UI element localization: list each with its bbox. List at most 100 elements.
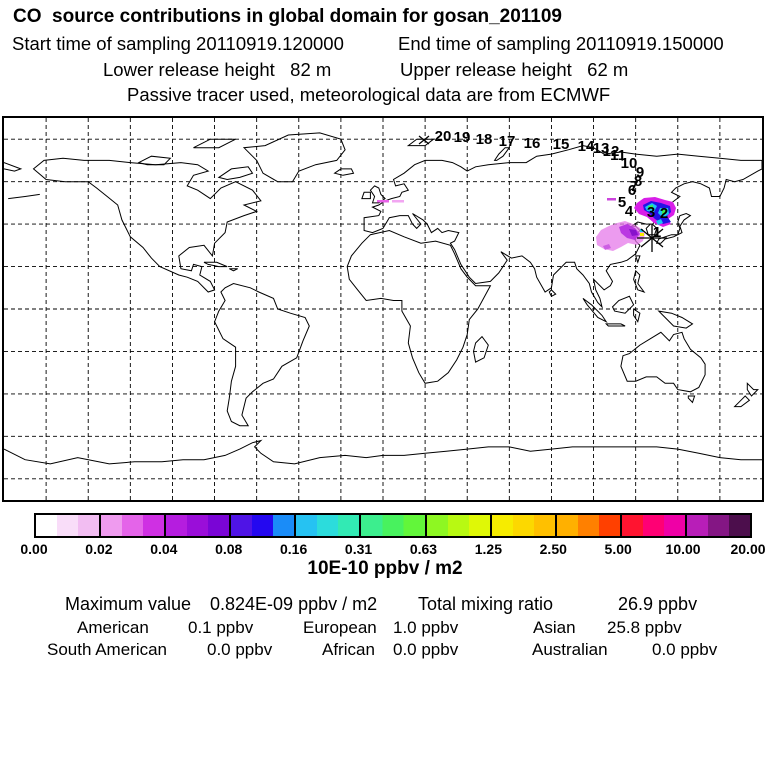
coastline: [346, 229, 492, 384]
coastline: [472, 335, 489, 363]
coastline: [242, 132, 346, 183]
trajectory-hour-label: 11: [610, 147, 626, 164]
plume-trace-europe: [377, 200, 389, 203]
region-value-european: 1.0 ppbv: [393, 618, 459, 637]
trajectory-hour-label: 10: [621, 155, 638, 172]
plume-speck-cyan: [640, 229, 643, 232]
coastline: [604, 323, 626, 327]
coastline: [217, 166, 254, 181]
coastline: [635, 255, 641, 264]
coastline: [733, 395, 751, 408]
coastline: [657, 310, 694, 329]
colorbar-tick-0.08: 0.08: [215, 541, 243, 557]
plume-trace: [607, 198, 616, 201]
coastline: [746, 382, 759, 397]
station-marker: [640, 228, 664, 248]
coastline: [32, 157, 262, 293]
colorbar-segment-2: [164, 515, 230, 536]
coastline: [333, 168, 355, 176]
colorbar-tick-0.02: 0.02: [85, 541, 113, 557]
coastline: [582, 298, 608, 323]
max-value-label: Maximum value: [65, 594, 192, 614]
plume-trace-europe: [392, 200, 404, 203]
trajectory-hour-label: 20: [435, 128, 452, 145]
region-label-south-american: South American: [47, 640, 168, 659]
coastline: [193, 138, 236, 149]
colorbar: [34, 513, 752, 538]
page-title: CO source contributions in global domain…: [13, 6, 562, 27]
colorbar-tick-1.25: 1.25: [474, 541, 502, 557]
colorbar-tick-0.04: 0.04: [150, 541, 178, 557]
trajectory-hour-label: 8: [634, 173, 642, 190]
trajectory-hour-label: 17: [499, 133, 516, 150]
coastline: [548, 289, 557, 297]
colorbar-segment-5: [359, 515, 425, 536]
trajectory-hour-label: 9: [636, 164, 644, 181]
colorbar-tick-10.00: 10.00: [665, 541, 701, 557]
colorbar-tick-0.16: 0.16: [280, 541, 308, 557]
colorbar-segment-7: [489, 515, 555, 536]
colorbar-tick-2.50: 2.50: [539, 541, 567, 557]
plume-speck-yellow: [640, 233, 644, 236]
end-time-text: End time of sampling 20110919.150000: [398, 33, 724, 54]
colorbar-tick-20.00: 20.00: [730, 541, 766, 557]
colorbar-segment-3: [229, 515, 295, 536]
trajectory-hour-label: 13: [593, 140, 610, 157]
trajectory-start-mark: [418, 135, 430, 145]
trajectory-hour-label: 16: [524, 135, 541, 152]
max-value-number: 0.824E-09 ppbv / m2: [210, 594, 378, 614]
coastline: [493, 147, 511, 161]
plume-core-deep: [629, 229, 638, 236]
trajectory-hour-label: 4: [625, 203, 634, 220]
trajectory-hour-label: 19: [454, 129, 471, 146]
coastline: [633, 308, 641, 323]
tracer-note-text: Passive tracer used, meteorological data…: [127, 84, 611, 105]
trajectory-hour-label: 3: [647, 204, 655, 221]
region-label-african: African: [322, 640, 375, 659]
world-map-panel: 20 19 18 17 16 15 14 13 12 11 10 9 8 7 6 5 4 3 2 1: [2, 116, 764, 502]
plume-cell-green: [662, 210, 666, 214]
coastline: [8, 193, 40, 200]
trajectory-hour-label: 14: [578, 138, 595, 155]
region-value-african: 0.0 ppbv: [393, 640, 459, 659]
trajectory-hour-label: 1: [653, 224, 661, 241]
region-value-asian: 25.8 ppbv: [607, 618, 682, 637]
coastline: [687, 395, 696, 404]
colorbar-tick-0.00: 0.00: [20, 541, 48, 557]
trajectory-hour-label: 7: [630, 178, 638, 195]
colorbar-segment-0: [36, 515, 100, 536]
coastline: [4, 162, 23, 172]
trajectory-hour-label: 12: [603, 143, 620, 160]
colorbar-tick-0.31: 0.31: [344, 541, 373, 557]
coastline: [363, 145, 762, 309]
region-value-south-american: 0.0 ppbv: [207, 640, 273, 659]
region-label-australian: Australian: [532, 640, 608, 659]
colorbar-segment-9: [619, 515, 685, 536]
total-ratio-number: 26.9 ppbv: [618, 594, 698, 614]
plume-cell-green: [648, 205, 653, 209]
coastline: [406, 138, 435, 147]
colorbar-tick-0.63: 0.63: [409, 541, 438, 557]
lower-release-text: Lower release height 82 m: [103, 59, 332, 80]
coastline: [633, 269, 646, 293]
colorbar-segment-8: [554, 515, 620, 536]
region-value-american: 0.1 ppbv: [188, 618, 254, 637]
coastline: [611, 295, 635, 314]
coastline: [214, 282, 310, 427]
trajectory-hour-label: 15: [553, 136, 570, 153]
trajectory-hour-label: 6: [628, 182, 636, 199]
colorbar-segment-1: [99, 515, 165, 536]
coastline: [4, 439, 762, 465]
coastline: [203, 261, 228, 268]
region-label-asian: Asian: [533, 618, 576, 637]
plume-core-purple: [619, 224, 640, 240]
upper-release-text: Upper release height 62 m: [400, 59, 629, 80]
coastline: [361, 191, 371, 200]
coastline: [229, 268, 238, 272]
plume-dab: [603, 244, 611, 250]
colorbar-units-label: 10E-10 ppbv / m2: [307, 558, 463, 579]
region-label-american: American: [77, 618, 149, 637]
colorbar-segment-6: [424, 515, 490, 536]
